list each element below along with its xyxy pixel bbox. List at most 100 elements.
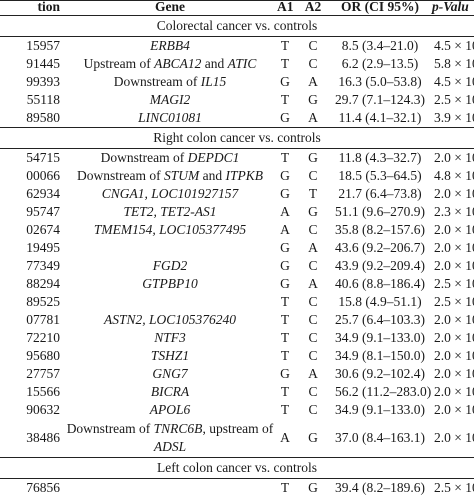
snp-id: 27757 — [26, 366, 60, 381]
table-row: 88294 GTPBP10 G A 40.6 (8.8–186.4) 2.5 × 10 — [0, 275, 474, 293]
gene-text: APOL6 — [149, 402, 191, 417]
allele-a2: G — [308, 480, 318, 495]
snp-id: 76856 — [26, 480, 60, 495]
snp-id: 15957 — [26, 38, 60, 53]
p-value: 2.5 × 10 — [434, 294, 474, 309]
allele-a2: G — [308, 92, 318, 107]
table-row: 54715 Downstream of DEPDC1 T G 11.8 (4.3–32.… — [0, 149, 474, 167]
gene-text: Downstream of — [113, 74, 201, 89]
section-rule — [0, 148, 474, 149]
p-value: 2.0 × 10 — [434, 384, 474, 399]
snp-id: 89580 — [26, 110, 60, 125]
table-row: 15566 BICRA T C 56.2 (11.2–283.0)2.0 × 10 — [0, 383, 474, 401]
p-value: 2.0 × 10 — [434, 430, 474, 445]
gene-text: STUM — [163, 168, 200, 183]
table-row: 19495 G A 43.6 (9.2–206.7) 2.0 × 10 — [0, 239, 474, 257]
table-row: 95747 TET2, TET2-AS1 A G 51.1 (9.6–270.9) 2.3… — [0, 203, 474, 221]
table-row: 89525 T C 15.8 (4.9–51.1) 2.5 × 10 — [0, 293, 474, 311]
gene-text: ATIC — [227, 56, 257, 71]
table-row: 15957 ERBB4 T C 8.5 (3.4–21.0) 4.5 × 10 — [0, 37, 474, 55]
allele-a1: A — [280, 430, 290, 445]
snp-id: 95680 — [26, 348, 60, 363]
gene-text: Downstream of — [100, 150, 188, 165]
allele-a1: G — [280, 74, 290, 89]
gene-text: , upstream of — [202, 421, 274, 436]
gene-text: Downstream of — [76, 168, 164, 183]
gene-text: and — [201, 56, 228, 71]
snp-id: 54715 — [26, 150, 60, 165]
odds-ratio: 37.0 (8.4–163.1) — [335, 430, 425, 445]
odds-ratio: 6.2 (2.9–13.5) — [341, 56, 419, 71]
p-value: 2.0 × 10 — [434, 240, 474, 255]
allele-a1: G — [280, 258, 290, 273]
section-end-rule — [0, 127, 474, 128]
odds-ratio: 30.6 (9.2–102.4) — [335, 366, 425, 381]
odds-ratio: 21.7 (6.4–73.8) — [338, 186, 422, 201]
gene-text: BICRA — [150, 384, 190, 399]
allele-a1: G — [280, 186, 290, 201]
gene-text: MAGI2 — [149, 92, 191, 107]
top-rule — [0, 0, 474, 1]
gene-text: TET2, TET2-AS1 — [123, 204, 217, 219]
p-value: 2.0 × 10 — [434, 186, 474, 201]
p-value: 2.3 × 10 — [434, 204, 474, 219]
odds-ratio: 16.3 (5.0–53.8) — [338, 74, 422, 89]
allele-a1: G — [280, 276, 290, 291]
gene-text: ERBB4 — [150, 38, 190, 53]
table-row: 89580 LINC01081 G A 11.4 (4.1–32.1) 3.9 × 10 — [0, 109, 474, 127]
gene-text: LINC01081 — [138, 110, 202, 125]
table-row: 99393 Downstream of IL15 G A 16.3 (5.0–53.8)… — [0, 73, 474, 91]
table-row: 77349 FGD2 G C 43.9 (9.2–209.4) 2.0 × 10 — [0, 257, 474, 275]
odds-ratio: 51.1 (9.6–270.9) — [335, 204, 425, 219]
gene-text: GNG7 — [152, 366, 188, 381]
gene-cell: MAGI2 — [60, 91, 280, 109]
p-value: 2.0 × 10 — [434, 366, 474, 381]
snp-id: 77349 — [26, 258, 60, 273]
header-p-value: p-Valu — [432, 0, 469, 14]
allele-a2: G — [308, 204, 318, 219]
allele-a2: C — [308, 258, 318, 273]
gene-cell: Downstream of IL15 — [60, 73, 280, 91]
allele-a1: A — [280, 204, 290, 219]
p-value: 2.0 × 10 — [434, 312, 474, 327]
allele-a1: T — [280, 330, 290, 345]
allele-a2: A — [308, 276, 318, 291]
gene-text: DEPDC1 — [187, 150, 240, 165]
header-a2: A2 — [304, 0, 322, 14]
odds-ratio: 56.2 (11.2–283.0) — [335, 384, 432, 399]
p-value: 4.5 × 10 — [434, 38, 474, 53]
gene-text: ITPKB — [225, 168, 263, 183]
odds-ratio: 8.5 (3.4–21.0) — [341, 38, 419, 53]
gene-cell: ERBB4 — [60, 37, 280, 55]
gene-text: Downstream of — [66, 421, 154, 436]
allele-a1: T — [280, 92, 290, 107]
p-value: 2.0 × 10 — [434, 402, 474, 417]
p-value: 2.0 × 10 — [434, 150, 474, 165]
allele-a2: C — [308, 402, 318, 417]
gene-cell: Downstream of STUM and ITPKB — [60, 167, 280, 185]
odds-ratio: 43.6 (9.2–206.7) — [335, 240, 425, 255]
allele-a2: G — [308, 150, 318, 165]
gene-text: ASTN2, LOC105376240 — [103, 312, 237, 327]
allele-a1: G — [280, 110, 290, 125]
allele-a2: A — [308, 110, 318, 125]
gene-cell: TSHZ1 — [60, 347, 280, 365]
snp-id: 07781 — [26, 312, 60, 327]
allele-a2: C — [308, 384, 318, 399]
gene-cell: APOL6 — [60, 401, 280, 419]
table-row: 95680 TSHZ1 T C 34.9 (8.1–150.0) 2.0 × 10 — [0, 347, 474, 365]
gene-cell: GNG7 — [60, 365, 280, 383]
gene-cell: Downstream of TNRC6B, upstream of ADSL — [60, 420, 280, 456]
p-value: 2.5 × 10 — [434, 92, 474, 107]
gene-text: ABCA12 — [154, 56, 202, 71]
allele-a1: G — [280, 240, 290, 255]
snp-id: 99393 — [26, 74, 60, 89]
gene-text: GTPBP10 — [142, 276, 198, 291]
table-row: 72210 NTF3 T C 34.9 (9.1–133.0) 2.0 × 10 — [0, 329, 474, 347]
table-row: 91445 Upstream of ABCA12 and ATIC T C 6.2 (2… — [0, 55, 474, 73]
odds-ratio: 29.7 (7.1–124.3) — [335, 92, 425, 107]
header-a1: A1 — [277, 0, 294, 14]
gene-text: ADSL — [153, 439, 187, 454]
gene-text: and — [199, 168, 226, 183]
snp-id: 89525 — [26, 294, 60, 309]
